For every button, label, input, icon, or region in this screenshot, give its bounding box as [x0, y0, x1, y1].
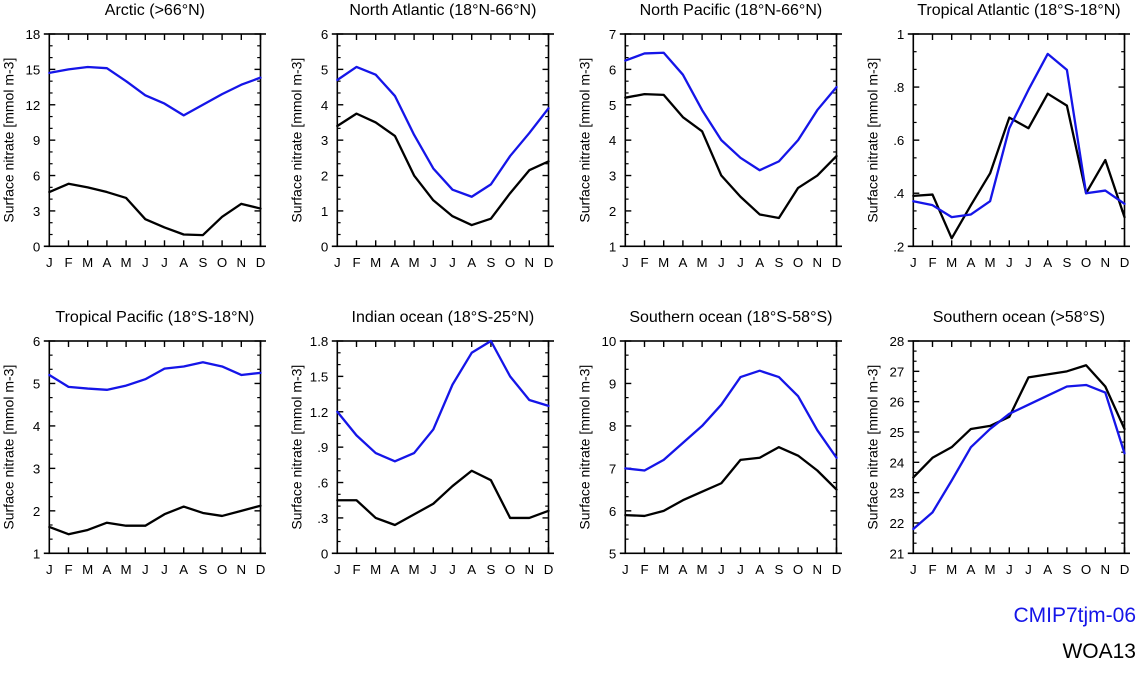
svg-text:23: 23: [890, 486, 905, 501]
svg-text:27: 27: [890, 364, 905, 379]
svg-text:M: M: [946, 562, 957, 577]
svg-text:O: O: [1081, 562, 1091, 577]
svg-text:25: 25: [890, 425, 905, 440]
svg-text:M: M: [985, 562, 996, 577]
svg-text:J: J: [910, 562, 917, 577]
svg-text:24: 24: [890, 455, 905, 470]
svg-text:21: 21: [890, 546, 905, 561]
svg-text:A: A: [966, 562, 975, 577]
svg-text:Southern ocean (>58°S): Southern ocean (>58°S): [933, 309, 1105, 326]
svg-text:A: A: [1043, 562, 1052, 577]
svg-text:S: S: [1062, 562, 1071, 577]
svg-text:22: 22: [890, 516, 905, 531]
svg-text:D: D: [1120, 562, 1130, 577]
svg-text:Surface nitrate [mmol m-3]: Surface nitrate [mmol m-3]: [864, 365, 880, 530]
svg-text:26: 26: [890, 395, 905, 410]
svg-text:J: J: [1006, 562, 1013, 577]
svg-text:J: J: [1025, 562, 1032, 577]
svg-text:N: N: [1100, 562, 1110, 577]
svg-text:28: 28: [890, 334, 905, 349]
svg-text:F: F: [928, 562, 936, 577]
